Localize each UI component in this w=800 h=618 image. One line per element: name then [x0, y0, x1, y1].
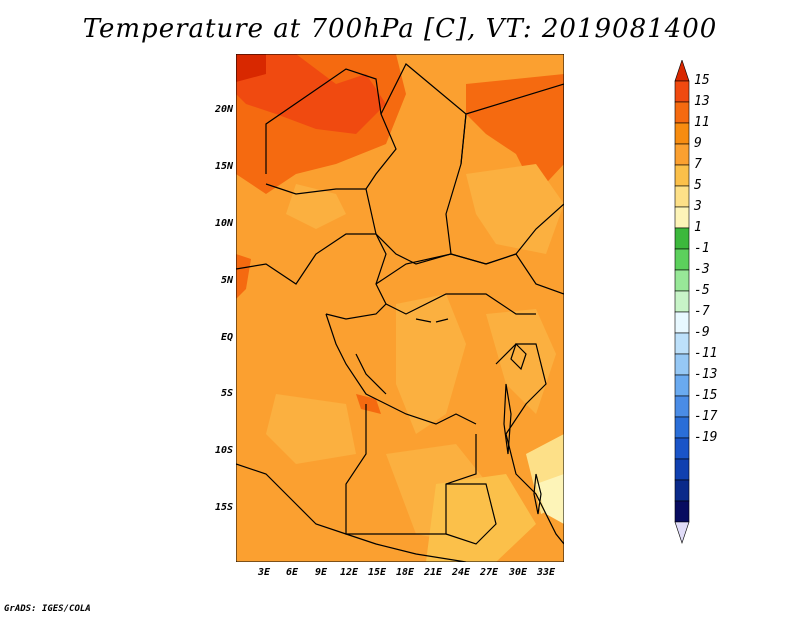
lakes [415, 318, 542, 515]
colorbar-segment [674, 479, 690, 502]
lon-label-27e: 27E [479, 567, 499, 578]
field-hot-north [236, 54, 386, 134]
colorbar-label: -17 [694, 409, 718, 424]
field-warm-northeast [466, 74, 564, 194]
colorbar-segment [674, 248, 690, 271]
border-nigeria-cameroon [235, 233, 387, 305]
lake-victoria [510, 342, 527, 371]
map-svg [235, 53, 565, 563]
field-pale-1 [286, 184, 346, 229]
border-angola [345, 404, 477, 535]
colorbar-label: 3 [694, 199, 702, 214]
colorbar [674, 60, 690, 544]
colorbar-label: -19 [694, 430, 718, 445]
lat-label-5s: 5S [220, 388, 233, 399]
country-borders [235, 63, 565, 563]
colorbar-label: 5 [694, 178, 702, 193]
lon-label-12e: 12E [339, 567, 359, 578]
lon-label-30e: 30E [508, 567, 528, 578]
colorbar-segment [674, 143, 690, 166]
lake-marks [415, 318, 449, 323]
border-drc-south [325, 313, 477, 425]
field-pale-5 [266, 394, 356, 464]
colorbar-bottom-arrow [674, 521, 690, 544]
lat-label-15n: 15N [214, 161, 233, 172]
chart-title: Temperature at 700hPa [C], VT: 201908140… [82, 14, 718, 44]
grads-credit: GrADS: IGES/COLA [4, 604, 91, 614]
temperature-map [235, 53, 565, 563]
colorbar-label: 13 [694, 94, 710, 109]
colorbar-label: 9 [694, 136, 702, 151]
border-south [235, 463, 467, 563]
field-pale-2 [466, 164, 564, 254]
colorbar-label: -13 [694, 367, 718, 382]
lat-label-10n: 10N [214, 218, 233, 229]
lon-label-33e: 33E [536, 567, 556, 578]
field-pale-4 [486, 309, 556, 414]
field-pale-3 [396, 294, 466, 434]
colorbar-segment [674, 311, 690, 334]
field-pale-7 [426, 474, 536, 562]
colorbar-segment [674, 101, 690, 124]
colorbar-label: -5 [694, 283, 710, 298]
colorbar-segment [674, 353, 690, 376]
field-pale-9 [536, 474, 564, 524]
field-warm-west [236, 254, 251, 299]
colorbar-segment [674, 227, 690, 250]
lat-label-10s: 10S [214, 445, 233, 456]
colorbar-segment [674, 500, 690, 523]
lon-label-18e: 18E [395, 567, 415, 578]
colorbar-segment [674, 290, 690, 313]
colorbar-segment [674, 185, 690, 208]
colorbar-segment [674, 437, 690, 460]
colorbar-label: 15 [694, 73, 710, 88]
border-chad [365, 63, 467, 265]
colorbar-label: -7 [694, 304, 710, 319]
colorbar-segment [674, 80, 690, 103]
colorbar-segment [674, 458, 690, 481]
border-car [375, 253, 565, 295]
field-hottest-north [236, 54, 266, 82]
lat-label-20n: 20N [214, 104, 233, 115]
colorbar-top-arrow [674, 60, 690, 82]
lat-label-15s: 15S [214, 502, 233, 513]
colorbar-segment [674, 416, 690, 439]
colorbar-label: -15 [694, 388, 718, 403]
lat-label-5n: 5N [220, 275, 233, 286]
colorbar-segment [674, 164, 690, 187]
border-tanzania [495, 343, 565, 545]
colorbar-label: -3 [694, 262, 710, 277]
colorbar-segment [674, 122, 690, 145]
colorbar-segments [674, 60, 690, 544]
colorbar-label: 11 [694, 115, 710, 130]
colorbar-segment [674, 395, 690, 418]
lon-label-6e: 6E [285, 567, 299, 578]
colorbar-label: -1 [694, 241, 710, 256]
lon-label-3e: 3E [257, 567, 271, 578]
border-niger [265, 68, 397, 195]
lake-malawi [533, 473, 542, 515]
colorbar-segment [674, 269, 690, 292]
lon-label-9e: 9E [314, 567, 328, 578]
border-gabon [355, 353, 387, 395]
lat-label-eq: EQ [220, 332, 233, 343]
lon-label-21e: 21E [423, 567, 443, 578]
border-congo-north [325, 293, 536, 320]
colorbar-label: 7 [694, 157, 702, 172]
colorbar-label: -11 [694, 346, 718, 361]
border-zambia [445, 483, 497, 545]
colorbar-label: 1 [694, 220, 702, 235]
colorbar-segment [674, 374, 690, 397]
colorbar-segment [674, 206, 690, 229]
lon-label-24e: 24E [451, 567, 471, 578]
lake-tanganyika [503, 383, 512, 455]
lon-label-15e: 15E [367, 567, 387, 578]
colorbar-label: -9 [694, 325, 710, 340]
colorbar-segment [674, 332, 690, 355]
